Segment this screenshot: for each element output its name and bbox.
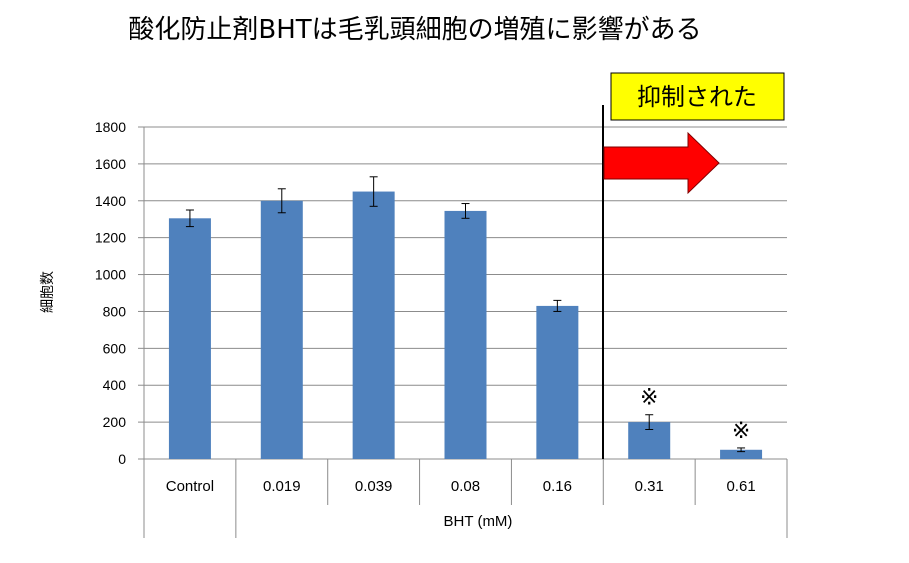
x-tick-label: 0.31 bbox=[635, 478, 664, 495]
page-title: 酸化防止剤BHTは毛乳頭細胞の増殖に影響がある bbox=[128, 15, 701, 45]
bar bbox=[168, 218, 211, 459]
x-tick-label: 0.08 bbox=[451, 478, 480, 495]
x-tick-label: 0.039 bbox=[355, 478, 393, 495]
bar bbox=[260, 200, 303, 459]
y-tick-label: 400 bbox=[103, 377, 127, 393]
error-bar bbox=[645, 414, 654, 430]
error-bar bbox=[185, 209, 194, 228]
y-tick-label: 1200 bbox=[95, 230, 126, 246]
significance-mark: ※ bbox=[732, 419, 750, 444]
y-tick-label: 800 bbox=[103, 303, 127, 319]
error-bar bbox=[369, 176, 378, 207]
x-tick-label: 0.16 bbox=[543, 478, 572, 495]
arrow-right-icon bbox=[603, 131, 720, 195]
category-table: Control 0.019 0.039 0.08 0.16 0.31 0.61 bbox=[143, 459, 788, 538]
error-bars bbox=[185, 176, 746, 453]
x-tick-label: 0.019 bbox=[263, 478, 301, 495]
y-tick-label: 1600 bbox=[95, 156, 126, 172]
callout-text: 抑制された bbox=[637, 83, 757, 111]
callout-background bbox=[610, 72, 785, 121]
callout-box: 抑制された bbox=[610, 72, 785, 121]
y-axis-title: 細胞数 bbox=[39, 271, 55, 313]
x-axis-title: BHT (mM) bbox=[444, 513, 513, 530]
y-tick-label: 600 bbox=[103, 340, 127, 356]
bar bbox=[536, 305, 579, 459]
bars bbox=[168, 191, 763, 460]
x-tick-label: Control bbox=[166, 478, 214, 495]
x-tick-label: 0.61 bbox=[726, 478, 755, 495]
error-bar bbox=[737, 447, 746, 453]
y-tick-label: 1400 bbox=[95, 193, 126, 209]
significance-mark: ※ bbox=[640, 386, 658, 411]
error-bar bbox=[461, 203, 470, 219]
y-tick-label: 0 bbox=[118, 451, 126, 467]
bar bbox=[352, 191, 395, 460]
significance-marks: ※※ bbox=[640, 386, 750, 444]
error-bar bbox=[277, 188, 286, 214]
bar bbox=[720, 449, 763, 459]
y-tick-label: 1000 bbox=[95, 267, 126, 283]
y-tick-label: 200 bbox=[103, 414, 127, 430]
y-tick-labels: 0 200 400 600 800 1000 1200 1400 1600 1800 bbox=[95, 119, 126, 467]
error-bar bbox=[553, 299, 562, 312]
y-tick-label: 1800 bbox=[95, 119, 126, 135]
bar bbox=[444, 210, 487, 459]
